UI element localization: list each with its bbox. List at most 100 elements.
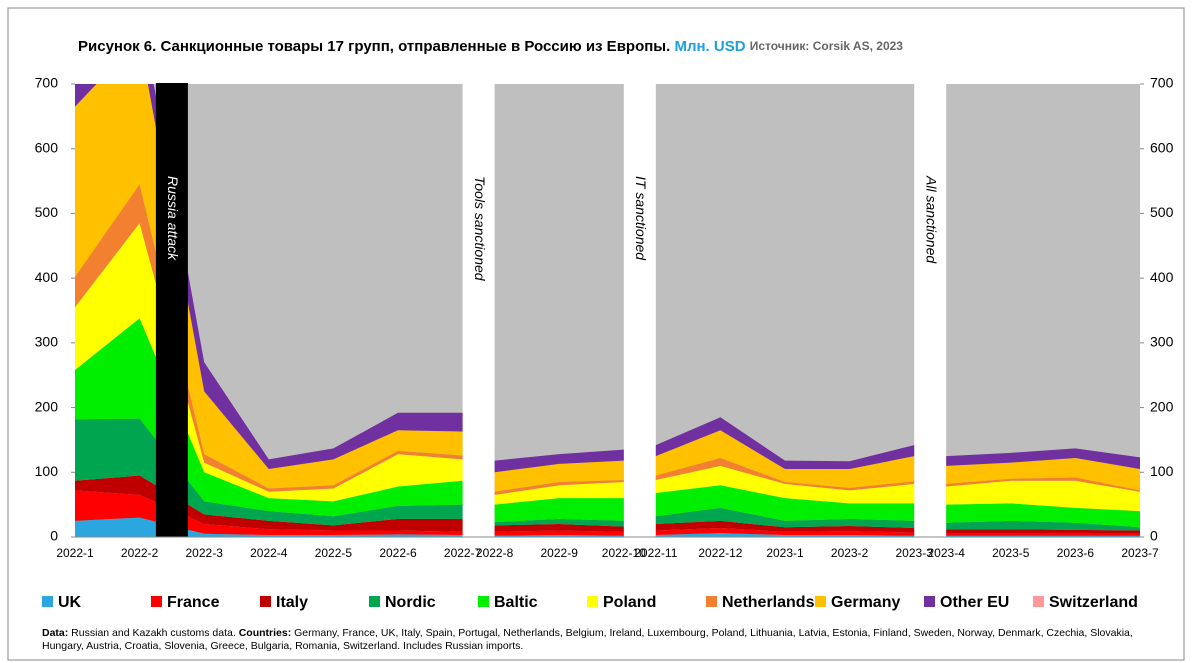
y-tick-label: 200: [35, 398, 59, 414]
legend-label: Poland: [603, 594, 656, 611]
area: [494, 524, 624, 532]
x-tick-label: 2022-10: [602, 546, 646, 560]
footnote-label: Data:: [42, 627, 69, 639]
y-tick-label: 700: [35, 75, 59, 91]
area: [655, 520, 915, 533]
x-tick-label: 2022-5: [315, 546, 353, 560]
chart-title-line: Рисунок 6. Санкционные товары 17 групп, …: [78, 38, 903, 55]
area: [655, 430, 915, 488]
x-tick-label: 2022-3: [186, 546, 224, 560]
legend-swatch: [42, 596, 53, 607]
legend-label: Switzerland: [1049, 594, 1138, 611]
area: [946, 503, 1140, 528]
annotation: Russia attack: [165, 176, 181, 261]
area: [494, 480, 624, 495]
y2-tick-label: 300: [1150, 334, 1174, 350]
y2-tick-label: 700: [1150, 75, 1174, 91]
legend-swatch: [369, 596, 380, 607]
area: [946, 458, 1140, 491]
area: [75, 475, 463, 532]
x-tick-label: 2022-11: [634, 546, 677, 560]
x-tick-label: 2023-4: [928, 546, 966, 560]
area: [655, 507, 915, 528]
x-tick-label: 2023-5: [992, 546, 1030, 560]
x-tick-label: 2023-1: [766, 546, 804, 560]
legend-label: Italy: [276, 594, 308, 611]
x-tick-label: 2022-8: [476, 546, 514, 560]
y-tick-label: 300: [35, 334, 59, 350]
area: [655, 465, 915, 504]
area: [494, 530, 624, 536]
unit: Млн. USD: [674, 38, 745, 55]
area: [946, 533, 1140, 536]
legend-label: UK: [58, 594, 82, 611]
area: [494, 481, 624, 505]
area: [946, 529, 1140, 534]
source: Источник: Corsik AS, 2023: [750, 39, 904, 53]
x-tick-label: 2022-12: [698, 546, 742, 560]
x-tick-label: 2022-4: [250, 546, 288, 560]
annotation: Tools sanctioned: [472, 176, 488, 282]
x-tick-label: 2022-2: [121, 546, 159, 560]
legend-swatch: [151, 596, 162, 607]
legend-label: Nordic: [385, 594, 436, 611]
y-tick-label: 600: [35, 139, 59, 155]
area: [75, 84, 463, 489]
area: [946, 480, 1140, 512]
area: [75, 318, 463, 517]
x-tick-label: 2022-7: [444, 546, 482, 560]
area: [946, 448, 1140, 470]
y2-tick-label: 100: [1150, 463, 1174, 479]
legend-swatch: [587, 596, 598, 607]
legend-label: Netherlands: [722, 594, 815, 611]
y2-tick-label: 600: [1150, 139, 1174, 155]
y-tick-label: 100: [35, 463, 59, 479]
y2-tick-label: 400: [1150, 269, 1174, 285]
y-tick-label: 500: [35, 204, 59, 220]
area: [655, 417, 915, 470]
event-bar: [155, 83, 188, 537]
legend-swatch: [260, 596, 271, 607]
area: [655, 458, 915, 491]
legend-swatch: [706, 596, 717, 607]
x-tick-label: 2023-2: [831, 546, 869, 560]
x-tick-label: 2022-9: [541, 546, 579, 560]
legend-swatch: [478, 596, 489, 607]
footnote: Data: Russian and Kazakh customs data. C…: [42, 627, 1162, 653]
y2-tick-label: 0: [1150, 528, 1158, 544]
legend-label: Germany: [831, 594, 900, 611]
legend-swatch: [815, 596, 826, 607]
legend-label: Other EU: [940, 594, 1009, 611]
legend-swatch: [924, 596, 935, 607]
chart-title: Рисунок 6. Санкционные товары 17 групп, …: [78, 38, 670, 55]
footnote-text: Russian and Kazakh customs data.: [68, 627, 239, 639]
x-tick-label: 2023-6: [1057, 546, 1095, 560]
area: [494, 449, 624, 473]
legend-label: France: [167, 594, 220, 611]
frame: [7, 7, 1185, 661]
x-tick-label: 2022-1: [56, 546, 94, 560]
annotation: All sanctioned: [923, 175, 939, 264]
y-tick-label: 0: [50, 528, 58, 544]
legend-label: Baltic: [494, 594, 538, 611]
legend-swatch: [1033, 596, 1044, 607]
area: [494, 498, 624, 523]
area: [946, 520, 1140, 531]
area: [75, 84, 463, 470]
x-tick-label: 2023-7: [1121, 546, 1159, 560]
y-tick-label: 400: [35, 269, 59, 285]
footnote-label: Countries:: [238, 627, 292, 639]
area: [946, 477, 1140, 492]
area: [494, 518, 624, 527]
area: [655, 485, 915, 521]
y2-tick-label: 200: [1150, 398, 1174, 414]
footnote-text: Germany, France, UK, Italy, Spain, Portu…: [42, 627, 1133, 652]
x-tick-label: 2023-3: [896, 546, 934, 560]
area: [75, 223, 463, 502]
area: [75, 418, 463, 526]
y2-tick-label: 500: [1150, 204, 1174, 220]
area: [494, 460, 624, 492]
x-tick-label: 2022-6: [379, 546, 417, 560]
